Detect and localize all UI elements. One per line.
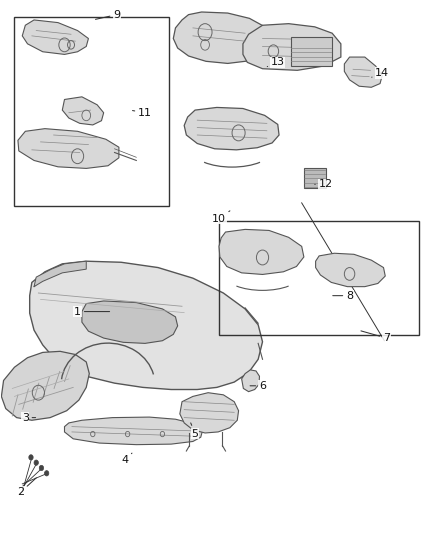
Text: 5: 5	[191, 423, 198, 439]
Text: 3: 3	[22, 413, 35, 423]
Polygon shape	[344, 57, 382, 87]
Bar	[219, 221, 419, 335]
Text: 13: 13	[267, 58, 285, 67]
Polygon shape	[64, 417, 202, 445]
Polygon shape	[34, 261, 86, 287]
Text: 14: 14	[372, 68, 389, 78]
Polygon shape	[18, 128, 119, 168]
Text: 4: 4	[122, 453, 132, 465]
Text: 12: 12	[315, 179, 333, 189]
Circle shape	[29, 455, 33, 460]
Circle shape	[34, 460, 39, 465]
Bar	[291, 37, 332, 66]
Polygon shape	[243, 23, 341, 70]
Polygon shape	[82, 301, 178, 343]
Bar	[14, 17, 169, 206]
Circle shape	[45, 471, 49, 476]
Bar	[304, 168, 325, 188]
Text: 11: 11	[133, 108, 152, 118]
Polygon shape	[242, 370, 259, 392]
Polygon shape	[22, 20, 88, 54]
Text: 1: 1	[74, 306, 110, 317]
Polygon shape	[1, 351, 89, 420]
Polygon shape	[180, 393, 239, 433]
Text: 10: 10	[212, 211, 230, 224]
Polygon shape	[316, 253, 385, 287]
Polygon shape	[62, 97, 104, 125]
Polygon shape	[30, 261, 262, 390]
Polygon shape	[173, 12, 276, 63]
Text: 7: 7	[361, 331, 390, 343]
Polygon shape	[184, 108, 279, 150]
Text: 2: 2	[18, 478, 36, 497]
Text: 8: 8	[333, 290, 353, 301]
Text: 6: 6	[250, 381, 266, 391]
Polygon shape	[219, 229, 304, 274]
Text: 9: 9	[95, 10, 120, 20]
Circle shape	[39, 465, 44, 471]
